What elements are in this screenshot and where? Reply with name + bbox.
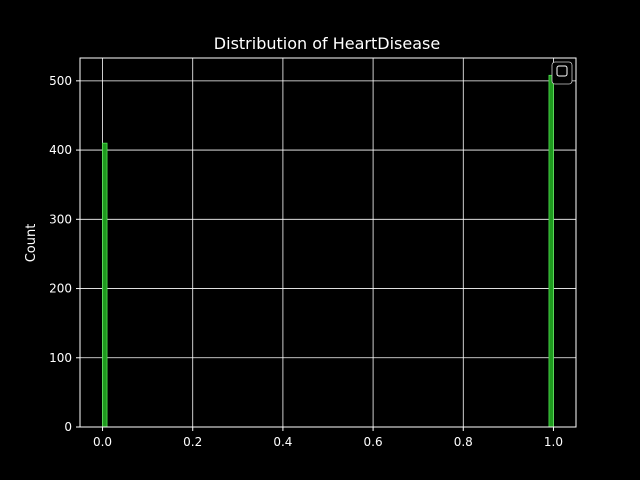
x-tick-label: 0.4	[273, 435, 292, 449]
y-axis-ticks: 0 100 200 300 400 500	[49, 74, 80, 434]
x-tick-label: 0.8	[454, 435, 473, 449]
y-tick-label: 400	[49, 143, 72, 157]
bars	[102, 74, 554, 428]
x-tick-label: 0.6	[364, 435, 383, 449]
legend	[551, 61, 573, 85]
x-tick-label: 0.0	[93, 435, 112, 449]
y-tick-label: 300	[49, 212, 72, 226]
y-tick-label: 0	[64, 420, 72, 434]
y-axis-label: Count	[24, 224, 39, 263]
histogram-bar-1	[548, 74, 554, 428]
x-axis-ticks: 0.0 0.2 0.4 0.6 0.8 1.0	[93, 427, 563, 449]
legend-handle	[556, 65, 568, 77]
plot-frame	[79, 57, 577, 428]
y-tick-label: 500	[49, 74, 72, 88]
grid-lines	[80, 58, 576, 428]
x-tick-label: 0.2	[183, 435, 202, 449]
y-tick-label: 200	[49, 282, 72, 296]
x-tick-label: 1.0	[544, 435, 563, 449]
chart-title: Distribution of HeartDisease	[214, 34, 440, 53]
legend-box	[551, 61, 573, 85]
y-tick-label: 100	[49, 351, 72, 365]
histogram-bar-0	[102, 142, 108, 428]
